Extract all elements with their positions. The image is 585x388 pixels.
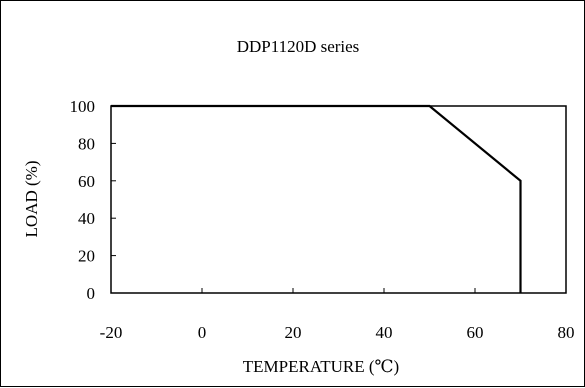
series-layer (111, 104, 522, 293)
y-tick-label: 80 (78, 134, 95, 153)
x-tick-label: -20 (100, 323, 123, 342)
y-tick-label: 40 (78, 209, 95, 228)
y-axis: 0 20 40 60 80 100 (70, 97, 116, 303)
y-tick-label: 60 (78, 172, 95, 191)
x-tick-label: 0 (198, 323, 207, 342)
x-tick-label: 20 (285, 323, 302, 342)
y-tick-label: 0 (87, 284, 96, 303)
y-axis-label: LOAD (%) (22, 161, 41, 238)
y-tick-label: 100 (70, 97, 96, 116)
x-axis-label: TEMPERATURE (℃) (243, 357, 399, 376)
x-tick-label: 60 (467, 323, 484, 342)
chart-title: DDP1120D series (237, 37, 360, 56)
x-axis: -20 0 20 40 60 80 (100, 288, 575, 342)
plot-area (110, 105, 567, 294)
y-tick-label: 20 (78, 247, 95, 266)
derating-curve (111, 104, 522, 293)
x-tick-label: 40 (376, 323, 393, 342)
x-tick-label: 80 (558, 323, 575, 342)
